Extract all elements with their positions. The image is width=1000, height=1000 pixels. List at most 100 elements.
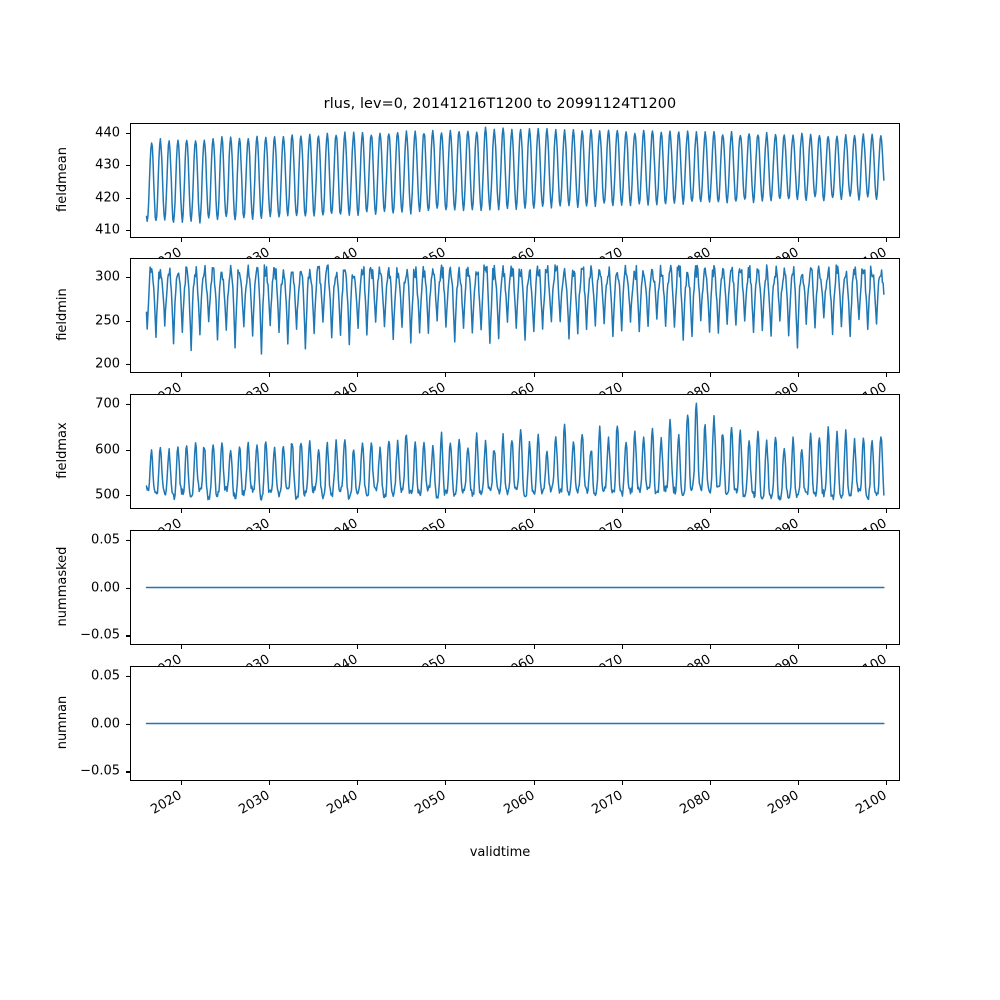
x-tick-mark <box>269 238 271 242</box>
x-tick-mark <box>181 645 183 649</box>
y-tick-mark <box>126 449 130 451</box>
x-tick-mark <box>709 781 711 785</box>
axes-numnan <box>130 666 900 781</box>
x-tick-mark <box>357 509 359 513</box>
x-tick-mark <box>533 238 535 242</box>
y-tick-mark <box>126 675 130 677</box>
x-tick-mark <box>709 645 711 649</box>
x-tick-mark <box>269 373 271 377</box>
x-tick-mark <box>181 509 183 513</box>
y-tick-mark <box>126 404 130 406</box>
axes-fieldmean <box>130 123 900 238</box>
x-tick-label: 2020 <box>148 788 185 818</box>
y-tick-label: 0.00 <box>91 580 120 595</box>
y-tick-mark <box>126 277 130 279</box>
x-tick-mark <box>797 238 799 242</box>
y-tick-label: 420 <box>95 190 120 205</box>
x-tick-mark <box>533 373 535 377</box>
x-tick-mark <box>181 238 183 242</box>
y-tick-label: 410 <box>95 222 120 238</box>
series-line-fieldmin <box>146 265 883 354</box>
x-tick-mark <box>797 373 799 377</box>
y-tick-mark <box>126 587 130 589</box>
figure-title: rlus, lev=0, 20141216T1200 to 20991124T1… <box>323 96 677 112</box>
x-tick-label: 2040 <box>324 788 361 818</box>
x-tick-mark <box>445 509 447 513</box>
x-tick-mark <box>885 509 887 513</box>
x-tick-label: 2070 <box>588 788 626 818</box>
x-tick-mark <box>269 781 271 785</box>
x-tick-label: 2090 <box>765 788 802 818</box>
plot-area-fieldmax <box>131 395 899 508</box>
x-tick-mark <box>533 509 535 513</box>
y-tick-mark <box>126 723 130 725</box>
x-tick-mark <box>621 645 623 649</box>
x-tick-mark <box>445 373 447 377</box>
x-tick-mark <box>709 509 711 513</box>
x-tick-mark <box>621 781 623 785</box>
x-tick-mark <box>533 781 535 785</box>
x-tick-mark <box>709 373 711 377</box>
y-tick-mark <box>126 197 130 199</box>
series-line-fieldmean <box>146 127 883 223</box>
y-tick-label: 0.05 <box>91 532 120 548</box>
y-tick-mark <box>126 771 130 773</box>
y-tick-label: 700 <box>95 396 120 412</box>
x-tick-mark <box>797 645 799 649</box>
x-tick-mark <box>445 645 447 649</box>
y-tick-label: 440 <box>95 125 120 141</box>
y-tick-label: 200 <box>95 356 120 372</box>
x-tick-label: 2080 <box>677 788 714 818</box>
y-tick-mark <box>126 320 130 322</box>
x-axis-label: validtime <box>469 845 531 860</box>
y-tick-mark <box>126 539 130 541</box>
x-tick-mark <box>621 509 623 513</box>
x-tick-mark <box>621 373 623 377</box>
x-tick-label: 2100 <box>853 788 890 818</box>
axes-nummasked <box>130 530 900 645</box>
x-tick-mark <box>797 781 799 785</box>
x-tick-mark <box>709 238 711 242</box>
plot-area-nummasked <box>131 531 899 644</box>
y-tick-label: 600 <box>95 442 120 458</box>
x-tick-mark <box>885 373 887 377</box>
plot-area-fieldmin <box>131 259 899 372</box>
y-tick-label: 430 <box>95 157 120 173</box>
y-tick-mark <box>126 495 130 497</box>
x-tick-mark <box>885 645 887 649</box>
x-tick-mark <box>445 781 447 785</box>
x-tick-label: 2030 <box>236 788 273 818</box>
x-tick-label: 2050 <box>412 788 449 818</box>
y-tick-mark <box>126 229 130 231</box>
y-tick-label: −0.05 <box>80 627 120 643</box>
x-tick-mark <box>885 781 887 785</box>
x-tick-mark <box>181 781 183 785</box>
y-tick-label: 0.05 <box>91 668 120 684</box>
x-tick-mark <box>357 373 359 377</box>
axes-fieldmax <box>130 394 900 509</box>
y-tick-label: 0.00 <box>91 716 120 731</box>
y-tick-label: 500 <box>95 487 120 503</box>
y-tick-mark <box>126 165 130 167</box>
y-tick-mark <box>126 132 130 134</box>
x-tick-mark <box>181 373 183 377</box>
y-tick-label: −0.05 <box>80 763 120 779</box>
axes-fieldmin <box>130 258 900 373</box>
plot-area-numnan <box>131 667 899 780</box>
x-tick-mark <box>533 645 535 649</box>
x-tick-mark <box>269 509 271 513</box>
y-tick-mark <box>126 635 130 637</box>
plot-area-fieldmean <box>131 124 899 237</box>
x-tick-label: 2060 <box>500 788 537 818</box>
x-tick-mark <box>885 238 887 242</box>
x-tick-mark <box>797 509 799 513</box>
y-tick-mark <box>126 364 130 366</box>
x-tick-mark <box>269 645 271 649</box>
y-tick-label: 250 <box>95 313 120 329</box>
x-tick-mark <box>357 238 359 242</box>
x-tick-mark <box>621 238 623 242</box>
series-line-fieldmax <box>146 403 883 500</box>
x-tick-mark <box>357 781 359 785</box>
x-tick-mark <box>445 238 447 242</box>
